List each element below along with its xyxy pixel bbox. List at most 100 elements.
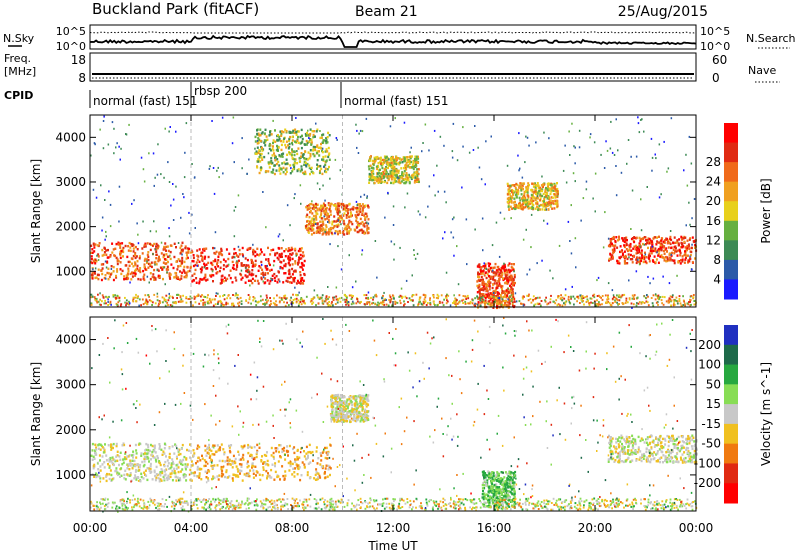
velocity-colorbar: 200 100 50 15 -15 -50 -100 -200: [694, 325, 738, 504]
noise-panel-frame: [90, 25, 696, 49]
power-sparse-scatter: [90, 116, 695, 309]
cpid-segment-1: normal (fast) 151: [93, 94, 197, 108]
cpid-segment-2: rbsp 200: [194, 84, 247, 98]
nave-tick-low: 0: [712, 71, 720, 85]
freq-label-line2: [MHz]: [4, 65, 36, 78]
x-tick-label-0: 00:00: [73, 521, 108, 535]
velocity-colorbar-tick-1: 100: [698, 358, 721, 372]
x-tick-label-5: 20:00: [578, 521, 613, 535]
noise-panel: N.Sky 10^5 10^0 10^5 10^0 N.Search: [3, 25, 796, 53]
velocity-panel: 1000 2000 3000 4000 Slant Range [km] 200 100…: [29, 317, 773, 513]
velocity-colorbar-cell-8: [724, 483, 738, 503]
velocity-colorbar-tick-5: -50: [701, 437, 721, 451]
x-tick-label-4: 16:00: [477, 521, 512, 535]
velocity-colorbar-label: Velocity [m s^-1]: [759, 362, 773, 466]
power-feature-1: [191, 247, 305, 285]
velocity-colorbar-cell-7: [724, 463, 738, 483]
date-label: 25/Aug/2015: [618, 4, 708, 20]
velocity-colorbar-cell-5: [724, 424, 738, 444]
velocity-colorbar-cell-3: [724, 384, 738, 404]
beam-label: Beam 21: [355, 4, 418, 20]
power-colorbar-cell-8: [724, 279, 738, 299]
power-colorbar-cell-2: [724, 162, 738, 182]
noise-left-tick-low: 10^0: [56, 40, 86, 53]
power-colorbar-cell-6: [724, 240, 738, 260]
velocity-feature-0: [91, 442, 193, 482]
nave-tick-high: 60: [712, 53, 727, 67]
power-colorbar-cell-5: [724, 221, 738, 241]
power-feature-7: [608, 236, 697, 265]
power-colorbar-cell-4: [724, 201, 738, 221]
plot-title: Buckland Park (fitACF): [92, 0, 259, 18]
noise-left-tick-high: 10^5: [56, 25, 86, 38]
velocity-near-range-band: [90, 498, 697, 511]
noise-search-label: N.Search: [746, 32, 796, 45]
freq-tick-low: 8: [78, 71, 86, 85]
velocity-colorbar-tick-7: -200: [694, 476, 721, 490]
nave-label: Nave: [748, 64, 776, 77]
power-near-range-band: [90, 294, 696, 307]
power-colorbar-tick-3: 16: [706, 214, 721, 228]
power-feature-6: [507, 182, 559, 211]
velocity-ytick-label-0: 1000: [55, 468, 86, 482]
velocity-data-layer: [90, 317, 698, 513]
velocity-colorbar-cell-0: [724, 325, 738, 345]
noise-search-trace: [90, 32, 696, 33]
freq-panel-frame: [90, 53, 696, 81]
noise-right-tick-high: 10^5: [700, 25, 730, 38]
velocity-colorbar-cell-2: [724, 365, 738, 385]
freq-tick-high: 18: [71, 53, 86, 67]
power-colorbar-tick-2: 12: [706, 233, 721, 247]
velocity-colorbar-cell-4: [724, 404, 738, 424]
power-ytick-label-2: 3000: [55, 175, 86, 189]
noise-sky-trace: [90, 36, 696, 47]
velocity-colorbar-tick-2: 50: [706, 377, 721, 391]
power-colorbar-cell-1: [724, 143, 738, 163]
power-feature-5: [476, 262, 516, 309]
cpid-panel: CPID normal (fast) 151 rbsp 200 normal (…: [4, 82, 448, 108]
power-ytick-label-0: 1000: [55, 264, 86, 278]
x-tick-label-6: 00:00: [679, 521, 714, 535]
cpid-label: CPID: [4, 89, 33, 102]
power-colorbar-tick-5: 24: [706, 175, 721, 189]
velocity-ytick-label-3: 4000: [55, 333, 86, 347]
noise-right-tick-low: 10^0: [700, 40, 730, 53]
velocity-sparse-scatter: [90, 317, 696, 513]
power-colorbar-cell-3: [724, 182, 738, 202]
freq-label-line1: Freq.: [4, 52, 31, 65]
x-tick-label-1: 04:00: [174, 521, 209, 535]
power-feature-4: [368, 155, 420, 184]
velocity-panel-frame: [90, 317, 696, 511]
power-colorbar-label: Power [dB]: [759, 178, 773, 243]
power-colorbar-tick-1: 8: [713, 253, 721, 267]
x-axis-label: Time UT: [367, 539, 418, 553]
velocity-ylabel: Slant Range [km]: [29, 362, 43, 466]
x-tick-label-2: 08:00: [275, 521, 310, 535]
x-tick-label-3: 12:00: [376, 521, 411, 535]
noise-sky-label: N.Sky: [3, 32, 35, 45]
velocity-colorbar-tick-0: 200: [698, 338, 721, 352]
power-ylabel: Slant Range [km]: [29, 159, 43, 263]
power-feature-3: [254, 128, 330, 175]
power-ytick-label-1: 2000: [55, 220, 86, 234]
freq-panel: Freq. [MHz] 18 8 60 0 Nave: [4, 52, 780, 85]
velocity-colorbar-tick-4: -15: [701, 417, 721, 431]
power-colorbar-tick-0: 4: [713, 272, 721, 286]
velocity-colorbar-cell-1: [724, 345, 738, 365]
power-colorbar-cell-7: [724, 260, 738, 280]
power-data-layer: [90, 115, 697, 309]
cpid-segment-3: normal (fast) 151: [344, 94, 448, 108]
velocity-ytick-label-2: 3000: [55, 378, 86, 392]
velocity-feature-2: [330, 394, 370, 423]
velocity-colorbar-tick-3: 15: [706, 397, 721, 411]
power-colorbar-cell-0: [724, 123, 738, 143]
velocity-colorbar-cell-6: [724, 444, 738, 464]
velocity-feature-1: [192, 443, 332, 481]
velocity-colorbar-tick-6: -100: [694, 456, 721, 470]
power-colorbar-tick-4: 20: [706, 194, 721, 208]
velocity-ytick-label-1: 2000: [55, 423, 86, 437]
